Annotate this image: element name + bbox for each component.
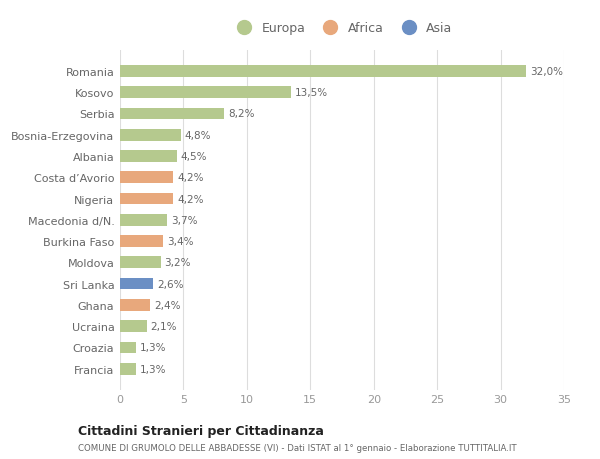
Text: 3,7%: 3,7%: [171, 215, 197, 225]
Bar: [120, 363, 136, 375]
Text: 3,4%: 3,4%: [167, 236, 193, 246]
Bar: [120, 172, 173, 184]
Bar: [120, 151, 177, 162]
Text: 32,0%: 32,0%: [530, 67, 563, 77]
Bar: [120, 236, 163, 247]
Bar: [120, 66, 526, 78]
Bar: [120, 278, 153, 290]
Text: 8,2%: 8,2%: [228, 109, 254, 119]
Text: 2,6%: 2,6%: [157, 279, 183, 289]
Bar: [120, 193, 173, 205]
Bar: [120, 108, 224, 120]
Text: 3,2%: 3,2%: [164, 258, 191, 268]
Text: 2,1%: 2,1%: [151, 321, 177, 331]
Text: 1,3%: 1,3%: [140, 364, 167, 374]
Bar: [120, 342, 136, 353]
Bar: [120, 320, 146, 332]
Text: 1,3%: 1,3%: [140, 343, 167, 353]
Bar: [120, 129, 181, 141]
Legend: Europa, Africa, Asia: Europa, Africa, Asia: [225, 16, 459, 41]
Text: Cittadini Stranieri per Cittadinanza: Cittadini Stranieri per Cittadinanza: [78, 425, 324, 437]
Text: 4,2%: 4,2%: [177, 194, 203, 204]
Text: 4,2%: 4,2%: [177, 173, 203, 183]
Bar: [120, 257, 161, 269]
Text: 4,8%: 4,8%: [185, 130, 211, 140]
Text: 2,4%: 2,4%: [154, 300, 181, 310]
Bar: [120, 87, 291, 99]
Text: 13,5%: 13,5%: [295, 88, 328, 98]
Bar: [120, 299, 151, 311]
Bar: [120, 214, 167, 226]
Text: COMUNE DI GRUMOLO DELLE ABBADESSE (VI) - Dati ISTAT al 1° gennaio - Elaborazione: COMUNE DI GRUMOLO DELLE ABBADESSE (VI) -…: [78, 443, 517, 452]
Text: 4,5%: 4,5%: [181, 151, 208, 162]
